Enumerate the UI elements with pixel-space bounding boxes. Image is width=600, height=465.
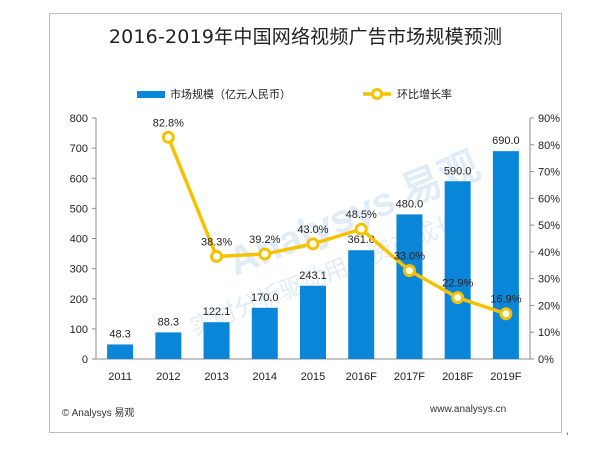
right-tick-label: 30% bbox=[538, 274, 560, 286]
bar-2019F bbox=[492, 151, 519, 359]
bar-value-label: 480.0 bbox=[396, 198, 424, 210]
growth-line bbox=[166, 136, 507, 316]
x-tick-label: 2016F bbox=[346, 371, 377, 383]
growth-value-label: 22.9% bbox=[442, 278, 473, 290]
growth-value-label: 48.5% bbox=[346, 209, 377, 221]
x-tick-label: 2018F bbox=[442, 371, 473, 383]
left-tick-label: 400 bbox=[70, 234, 88, 246]
bar-2016F bbox=[348, 250, 375, 359]
left-tick-label: 700 bbox=[70, 143, 88, 155]
left-tick-label: 200 bbox=[70, 294, 88, 306]
bar-2017F bbox=[396, 214, 423, 359]
corner-mark: ' bbox=[566, 432, 569, 442]
bar-value-label: 690.0 bbox=[492, 135, 520, 147]
line-series: 82.8% 38.3% 39.2% 43.0% 48.5% 33.0% 22.9% 16.9% bbox=[153, 117, 522, 321]
left-tick-label: 100 bbox=[70, 324, 88, 336]
growth-point-2017F bbox=[402, 264, 416, 278]
growth-point-2019F bbox=[499, 307, 513, 321]
bar-2013 bbox=[203, 322, 230, 359]
growth-value-label: 39.2% bbox=[249, 234, 280, 246]
bar-value-label: 48.3 bbox=[109, 328, 130, 340]
left-tick-label: 600 bbox=[70, 173, 88, 185]
growth-point-2014 bbox=[258, 247, 272, 261]
growth-value-label: 38.3% bbox=[201, 236, 232, 248]
bar-value-label: 88.3 bbox=[158, 316, 179, 328]
growth-value-label: 33.0% bbox=[394, 251, 425, 263]
right-tick-label: 0% bbox=[538, 354, 554, 366]
bar-2014 bbox=[251, 307, 278, 359]
x-tick-label: 2019F bbox=[490, 371, 521, 383]
growth-value-label: 82.8% bbox=[153, 117, 184, 129]
growth-value-label: 43.0% bbox=[297, 224, 328, 236]
footer-source: © Analysys 易观 bbox=[62, 408, 135, 419]
growth-point-2015 bbox=[306, 237, 320, 251]
right-tick-label: 50% bbox=[538, 220, 560, 232]
bar-2011 bbox=[107, 344, 134, 359]
left-tick-label: 800 bbox=[70, 113, 88, 125]
x-tick-label: 2012 bbox=[156, 371, 180, 383]
footer-url: www.analysys.cn bbox=[430, 404, 507, 415]
bar-2015 bbox=[300, 285, 326, 359]
right-tick-label: 40% bbox=[538, 247, 560, 259]
x-tick-label: 2013 bbox=[204, 371, 228, 383]
legend-bar-swatch bbox=[137, 91, 165, 98]
right-tick-label: 10% bbox=[538, 327, 560, 339]
left-tick-label: 300 bbox=[70, 264, 88, 276]
legend: 市场规模（亿元人民币） 环比增长率 bbox=[137, 87, 452, 101]
bar-2012 bbox=[155, 332, 182, 359]
right-tick-label: 90% bbox=[538, 113, 560, 125]
x-tick-label: 2017F bbox=[394, 371, 425, 383]
right-tick-label: 80% bbox=[538, 140, 560, 152]
chart-title: 2016-2019年中国网络视频广告市场规模预测 bbox=[108, 26, 503, 48]
growth-value-label: 16.9% bbox=[490, 294, 521, 306]
legend-bar-label: 市场规模（亿元人民币） bbox=[170, 87, 291, 101]
growth-point-2013 bbox=[210, 249, 224, 263]
x-tick-label: 2014 bbox=[253, 371, 277, 383]
left-tick-label: 0 bbox=[82, 354, 88, 366]
bar-value-label: 170.0 bbox=[251, 292, 279, 304]
chart-frame bbox=[49, 13, 562, 433]
bar-2018F bbox=[444, 181, 471, 359]
x-tick-label: 2015 bbox=[301, 371, 325, 383]
growth-point-2016F bbox=[354, 222, 368, 236]
bar-value-label: 243.1 bbox=[299, 270, 327, 282]
growth-point-2012 bbox=[161, 130, 175, 144]
right-tick-label: 70% bbox=[538, 167, 560, 179]
x-tick-label: 2011 bbox=[108, 371, 132, 383]
legend-line-marker bbox=[371, 88, 383, 100]
bar-value-label: 590.0 bbox=[444, 165, 472, 177]
legend-line-label: 环比增长率 bbox=[397, 87, 452, 101]
bar-value-label: 122.1 bbox=[203, 306, 231, 318]
right-tick-label: 20% bbox=[538, 300, 560, 312]
right-tick-label: 60% bbox=[538, 193, 560, 205]
left-tick-label: 500 bbox=[70, 203, 88, 215]
growth-point-2018F bbox=[451, 291, 465, 305]
